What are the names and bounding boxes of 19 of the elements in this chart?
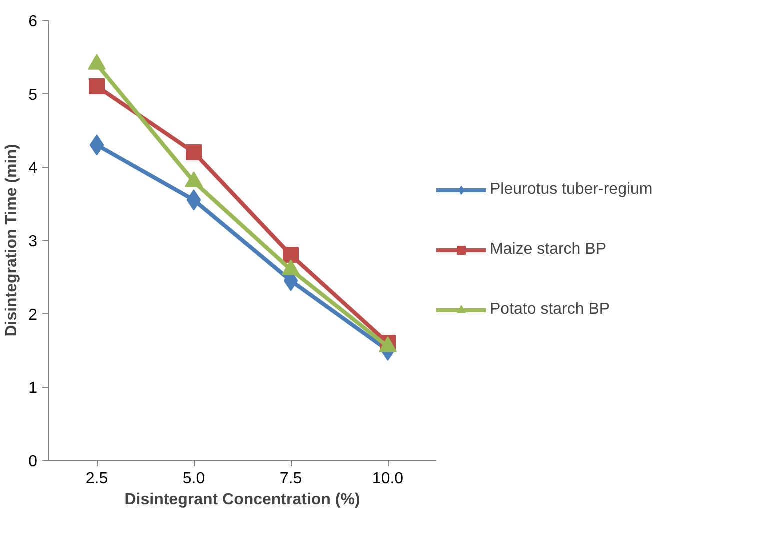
x-tick-label: 7.5 bbox=[280, 470, 302, 488]
x-tick-label: 5.0 bbox=[182, 470, 206, 488]
y-tick-label: 0 bbox=[28, 454, 38, 470]
y-axis-title: Disintegration Time (min) bbox=[4, 144, 21, 337]
point bbox=[283, 247, 299, 264]
y-tick-label: 3 bbox=[28, 234, 38, 250]
point bbox=[186, 144, 202, 160]
y-tick-label: 2 bbox=[28, 306, 38, 324]
legend-label: Potato starch BP bbox=[490, 301, 610, 319]
x-axis-title: Disintegrant Concentration (%) bbox=[124, 492, 360, 508]
y-tick-label: 6 bbox=[28, 14, 38, 30]
x-tick-label: 10.0 bbox=[372, 470, 404, 488]
x-tick-label: 2.5 bbox=[86, 470, 108, 488]
y-tick-label: 1 bbox=[28, 380, 38, 398]
y-tick-label: 5 bbox=[28, 86, 38, 104]
legend-label: Pleurotus tuber-regium bbox=[490, 181, 653, 199]
point bbox=[89, 78, 105, 94]
legend-label: Maize starch BP bbox=[490, 241, 606, 259]
y-tick-label: 4 bbox=[28, 160, 38, 178]
